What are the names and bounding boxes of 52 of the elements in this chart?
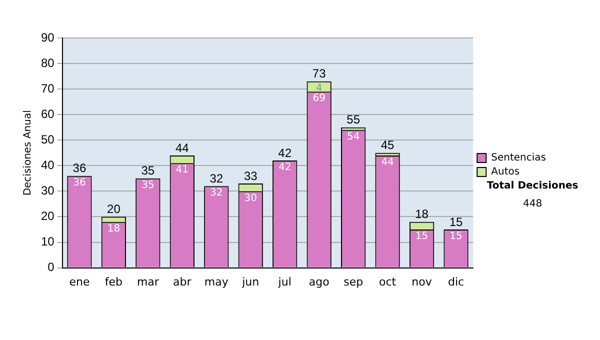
data-label: 4 <box>316 83 322 94</box>
x-tick-label: nov <box>412 275 432 288</box>
data-label: 15 <box>415 231 428 242</box>
x-tick-label: may <box>204 275 229 288</box>
total-label: 18 <box>415 207 429 222</box>
x-tick-label: ene <box>69 275 90 288</box>
y-tick-label: 10 <box>40 234 55 249</box>
legend-label: Autos <box>491 166 520 178</box>
total-label: 44 <box>175 140 190 155</box>
y-tick-label: 90 <box>40 30 55 44</box>
total-label: 42 <box>278 146 292 160</box>
y-tick-label: 30 <box>40 184 55 198</box>
x-tick-label: jun <box>241 275 260 288</box>
data-label: 69 <box>312 93 326 104</box>
y-tick-label: 40 <box>40 158 55 172</box>
data-label: 32 <box>210 188 223 199</box>
total-label: 55 <box>346 112 360 127</box>
y-tick-label: 20 <box>40 209 55 224</box>
x-tick-label: dic <box>448 275 464 288</box>
data-label: 42 <box>278 162 292 174</box>
total-label: 36 <box>72 161 86 176</box>
data-label: 41 <box>176 164 189 176</box>
total-label: 73 <box>312 66 326 81</box>
total-label: 15 <box>449 214 464 229</box>
x-tick-label: feb <box>104 275 123 288</box>
total-label: 32 <box>210 171 224 186</box>
y-tick-label: 50 <box>40 132 55 146</box>
data-label: 30 <box>244 192 257 204</box>
data-label: 35 <box>142 180 154 192</box>
text: 448 <box>523 198 542 210</box>
total-label: 35 <box>141 164 155 178</box>
x-tick-label: ago <box>308 275 330 288</box>
y-tick-label: 60 <box>40 106 55 121</box>
x-tick-label: abr <box>173 275 192 288</box>
x-tick-label: oct <box>379 275 397 288</box>
y-tick-label: 70 <box>40 81 55 96</box>
total-label: 45 <box>380 138 395 152</box>
x-tick-label: sep <box>344 275 364 288</box>
y-tick-label: 0 <box>48 260 55 274</box>
total-label: 33 <box>244 168 258 183</box>
data-label: 36 <box>73 177 86 188</box>
x-tick-label: mar <box>136 275 160 288</box>
total-label: 20 <box>107 202 121 216</box>
data-label: 54 <box>346 132 360 143</box>
data-label: 18 <box>107 223 120 234</box>
y-tick-label: 80 <box>40 56 55 70</box>
x-tick-label: jul <box>277 275 292 288</box>
text: Total Decisiones <box>486 180 578 192</box>
y-axis-title: Decisiones Anual <box>22 110 34 196</box>
legend-label: Sentencias <box>491 152 546 164</box>
data-label: 44 <box>381 157 394 168</box>
data-label: 15 <box>450 231 462 242</box>
